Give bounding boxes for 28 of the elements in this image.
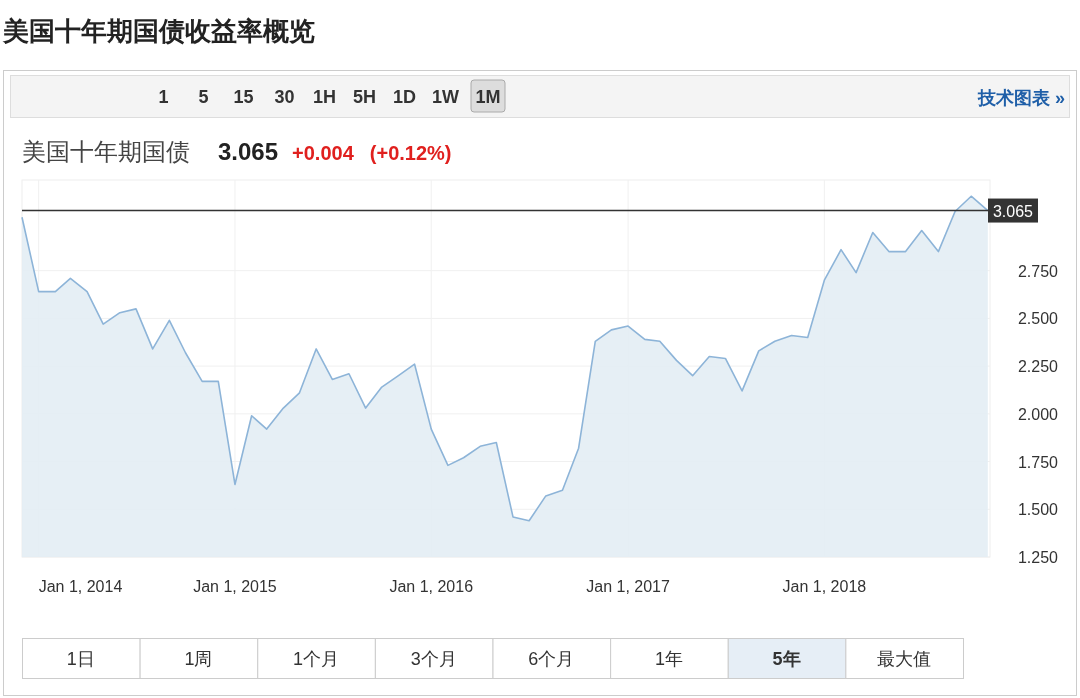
text: 1个月	[293, 649, 340, 669]
text: 1周	[184, 649, 213, 669]
text: 1 5 15 30 1H 5H 1D 1W 1M	[158, 87, 501, 107]
chart-title: 美国十年期国债收益率概览	[2, 16, 315, 46]
text: 最大值	[877, 649, 932, 669]
x-tick-label: Jan 1, 2015	[193, 578, 277, 595]
y-tick-label: 1.250	[1017, 549, 1059, 566]
text: +0.004	[292, 142, 355, 164]
y-tick-label: 2.750	[1017, 262, 1059, 280]
ref-line-label: 3.065	[992, 202, 1034, 220]
text: 5年	[772, 649, 801, 669]
y-tick-label: 2.500	[1017, 310, 1059, 328]
text: 3.065	[218, 138, 279, 165]
x-tick-label: Jan 1, 2014	[38, 578, 123, 595]
text: 3个月	[410, 649, 457, 669]
y-tick-label: 1.500	[1017, 501, 1059, 519]
text: 1年	[654, 649, 683, 669]
text: (+0.12%)	[369, 142, 452, 164]
x-tick-label: Jan 1, 2016	[389, 578, 474, 595]
y-tick-label: 1.750	[1017, 453, 1059, 471]
x-tick-label: Jan 1, 2018	[782, 578, 867, 595]
x-tick-label: Jan 1, 2017	[586, 578, 670, 595]
text: 1日	[66, 649, 95, 669]
y-tick-label: 2.000	[1017, 405, 1059, 423]
y-tick-label: 2.250	[1017, 358, 1059, 376]
text: 技术图表 »	[976, 88, 1065, 108]
chart-subtitle: 美国十年期国债	[22, 138, 190, 165]
text: 6个月	[528, 649, 575, 669]
